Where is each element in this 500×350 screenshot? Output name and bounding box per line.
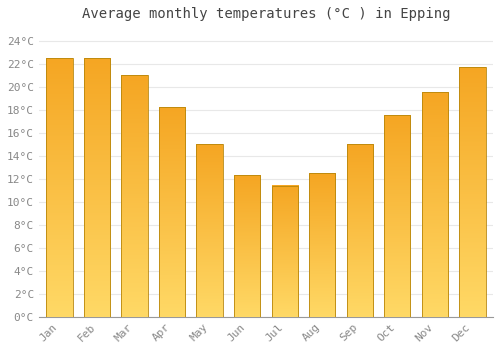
Bar [384,116,410,317]
Bar [196,144,223,317]
Bar [309,173,336,317]
Bar [46,58,72,317]
Bar [159,107,185,317]
Bar [460,67,485,317]
Bar [346,144,373,317]
Bar [272,186,298,317]
Bar [84,58,110,317]
Bar [234,175,260,317]
Bar [122,75,148,317]
Bar [422,92,448,317]
Title: Average monthly temperatures (°C ) in Epping: Average monthly temperatures (°C ) in Ep… [82,7,450,21]
